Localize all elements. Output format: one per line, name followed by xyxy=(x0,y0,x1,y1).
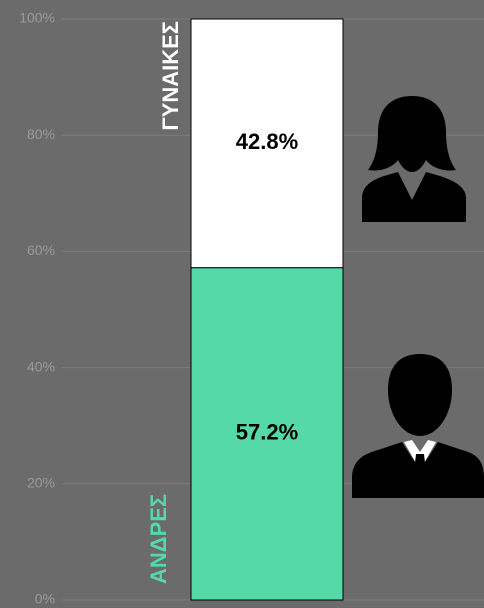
y-tick-label: 20% xyxy=(27,475,55,491)
y-tick-label: 60% xyxy=(27,242,55,258)
y-tick-label: 0% xyxy=(35,591,55,607)
y-tick-label: 100% xyxy=(19,10,55,26)
bar-segment xyxy=(190,18,344,269)
data-label: 57.2% xyxy=(236,420,298,445)
series-label: ΓΥΝΑΙΚΕΣ xyxy=(158,21,183,131)
woman-icon xyxy=(362,96,466,222)
y-tick-label: 40% xyxy=(27,358,55,374)
y-tick-label: 80% xyxy=(27,126,55,142)
bars: 57.2% ΑΝΔΡΕΣ 42.8% ΓΥΝΑΙΚΕΣ xyxy=(146,18,344,601)
bar-segment xyxy=(190,267,344,601)
data-label: 42.8% xyxy=(236,129,298,154)
man-icon xyxy=(352,354,484,498)
series-label: ΑΝΔΡΕΣ xyxy=(146,494,171,584)
